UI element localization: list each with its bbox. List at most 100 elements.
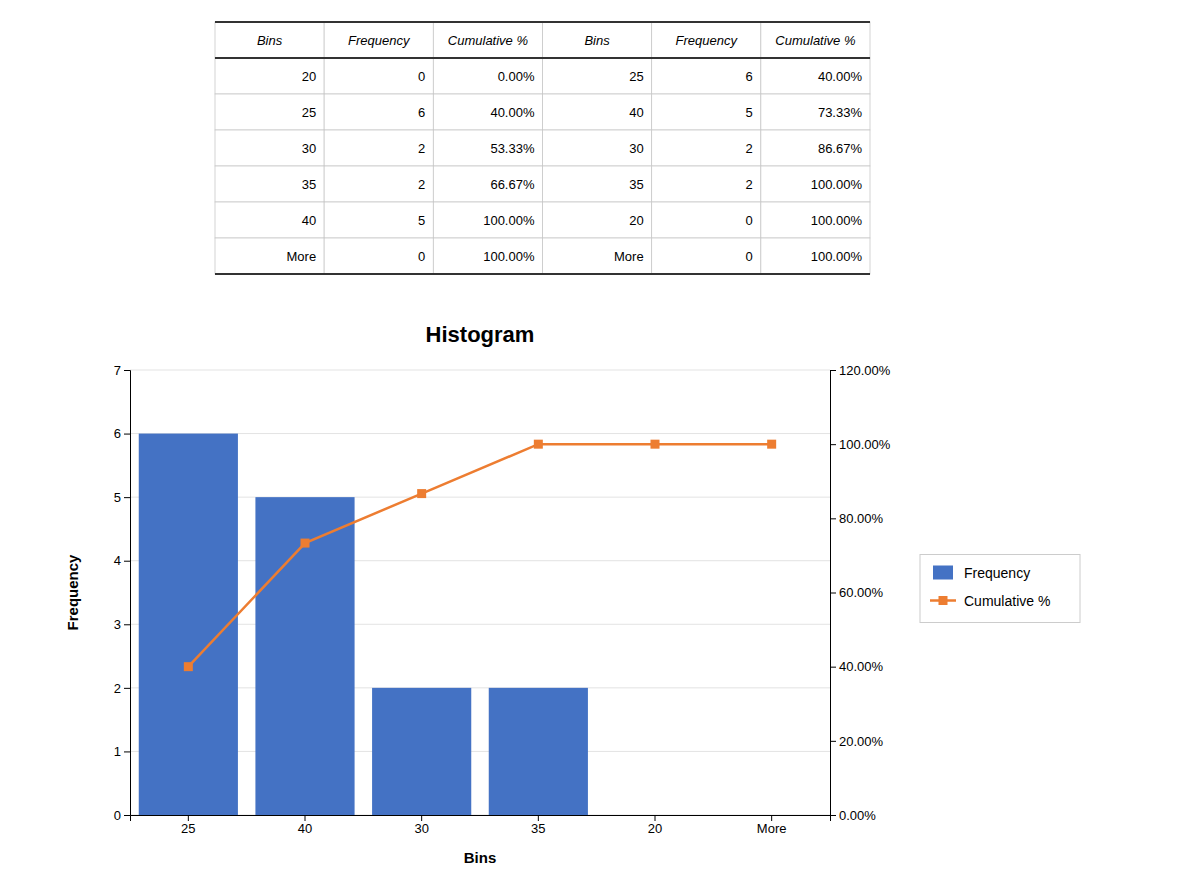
y-tick-mark <box>124 561 130 562</box>
legend-swatch <box>933 566 953 580</box>
y2-tick: 100.00% <box>830 437 891 452</box>
table-value: 6 <box>746 69 753 84</box>
legend: FrequencyCumulative % <box>920 555 1080 623</box>
legend-item: Cumulative % <box>930 593 1050 609</box>
table-value: More <box>614 249 644 264</box>
table-value: 100.00% <box>483 249 535 264</box>
table-value: 5 <box>746 105 753 120</box>
y2-tick-label: 60.00% <box>839 585 884 600</box>
y2-tick-mark <box>830 741 836 742</box>
table-cell <box>433 202 542 238</box>
table-cell <box>324 94 433 130</box>
y-tick-label: 5 <box>114 490 121 505</box>
table-cell <box>215 58 324 94</box>
table-value: 40.00% <box>818 69 863 84</box>
title: Histogram <box>426 322 535 347</box>
y2-tick-mark <box>830 370 836 371</box>
x-tick: 25 <box>181 815 195 836</box>
table-cell <box>215 166 324 202</box>
bar <box>372 688 471 815</box>
table-cell <box>215 202 324 238</box>
marker <box>301 539 310 548</box>
table-value: 25 <box>629 69 643 84</box>
table-value: More <box>287 249 317 264</box>
y2-tick-mark <box>830 593 836 594</box>
y-tick: 4 <box>114 553 130 568</box>
table-cell <box>433 238 542 274</box>
table: BinsFrequencyCumulative %BinsFrequencyCu… <box>215 22 870 274</box>
table-cell <box>324 202 433 238</box>
x-tick-label: 20 <box>648 821 662 836</box>
table-cell <box>652 202 761 238</box>
table-cell <box>433 166 542 202</box>
x-tick-label: More <box>757 821 787 836</box>
table-cell <box>652 94 761 130</box>
table-value: 30 <box>302 141 316 156</box>
table-value: 2 <box>418 177 425 192</box>
x-tick-mark <box>771 815 772 821</box>
y-tick: 0 <box>114 808 130 823</box>
table-cell <box>543 94 652 130</box>
table-cell <box>761 22 870 58</box>
y-tick-mark <box>124 751 130 752</box>
table-value: 25 <box>302 105 316 120</box>
y-tick-label: 0 <box>114 808 121 823</box>
y-tick-mark <box>124 497 130 498</box>
y-tick-mark <box>124 815 130 816</box>
y-tick-mark <box>124 624 130 625</box>
y-axis-title: Frequency <box>64 554 81 631</box>
table-cell <box>761 238 870 274</box>
y-tick: 7 <box>114 363 130 378</box>
table-cell <box>324 22 433 58</box>
table-cell <box>543 58 652 94</box>
y2-tick-label: 120.00% <box>839 363 891 378</box>
y2-tick: 0.00% <box>830 808 876 823</box>
table-value: 40 <box>629 105 643 120</box>
table-value: 100.00% <box>811 213 863 228</box>
table-cell <box>215 22 324 58</box>
y2-tick: 40.00% <box>830 659 884 674</box>
y-tick: 2 <box>114 681 130 696</box>
bar <box>255 497 354 815</box>
y2-tick: 80.00% <box>830 511 884 526</box>
x-tick-label: 40 <box>298 821 312 836</box>
table-value: 0 <box>418 69 425 84</box>
table-value: 0 <box>746 213 753 228</box>
x-tick-label: 30 <box>414 821 428 836</box>
table-value: 5 <box>418 213 425 228</box>
table-value: 100.00% <box>483 213 535 228</box>
table-cell <box>433 22 542 58</box>
table-value: 40.00% <box>490 105 535 120</box>
table-value: 100.00% <box>811 177 863 192</box>
y-axis: 01234567 <box>114 363 131 823</box>
y2-tick-mark <box>830 667 836 668</box>
y2-tick-label: 100.00% <box>839 437 891 452</box>
table-value: 2 <box>746 177 753 192</box>
bar <box>139 434 238 815</box>
table-cell <box>433 58 542 94</box>
legend-label: Cumulative % <box>964 593 1050 609</box>
table-header: Cumulative % <box>448 33 528 48</box>
y2-tick-mark <box>830 518 836 519</box>
table-value: 0.00% <box>498 69 535 84</box>
y-tick-label: 4 <box>114 553 121 568</box>
table-cell <box>543 130 652 166</box>
x-tick: More <box>757 815 787 836</box>
table-value: 2 <box>418 141 425 156</box>
x-tick-mark <box>655 815 656 821</box>
y2-tick-label: 20.00% <box>839 733 884 748</box>
plot-area <box>139 434 776 815</box>
x-axis-line <box>131 816 831 822</box>
x-tick-label: 25 <box>181 821 195 836</box>
table-cell <box>433 130 542 166</box>
bar <box>605 815 704 816</box>
table-cell <box>652 238 761 274</box>
legend-swatch <box>939 596 948 605</box>
x-tick-mark <box>188 815 189 821</box>
marker <box>651 440 660 449</box>
table-value: 20 <box>629 213 643 228</box>
table-cell <box>324 130 433 166</box>
y2-tick: 120.00% <box>830 363 891 378</box>
table-header: Frequency <box>676 33 739 48</box>
y-tick-mark <box>124 434 130 435</box>
